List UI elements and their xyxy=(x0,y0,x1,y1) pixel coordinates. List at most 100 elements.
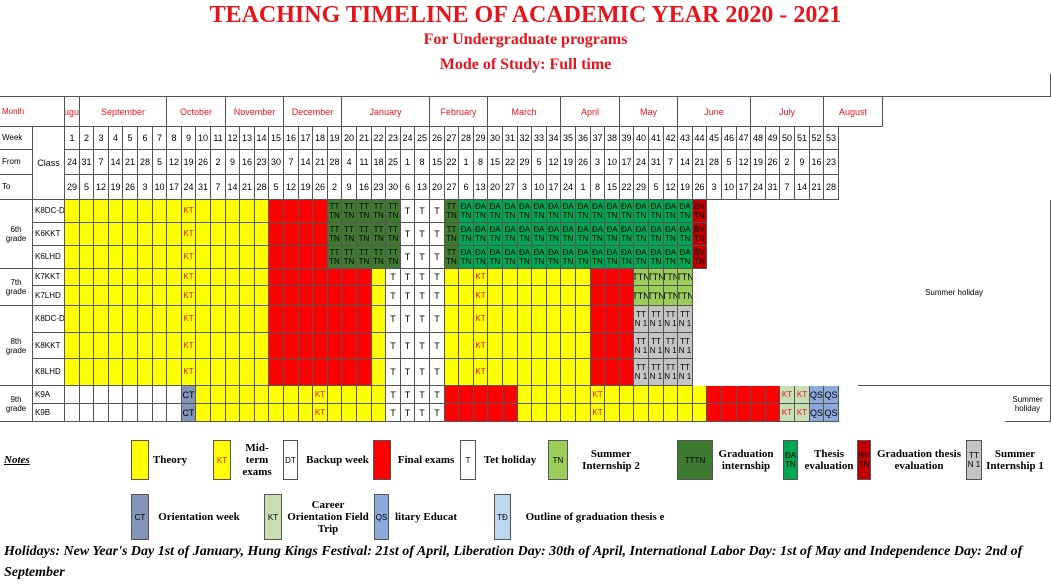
week-number: 28 xyxy=(459,127,474,150)
schedule-cell: TT N 1 xyxy=(649,306,664,333)
schedule-code: ĐA xyxy=(577,225,589,234)
legend-label: Backup week xyxy=(306,454,369,466)
week-start-day: 7 xyxy=(284,150,299,175)
schedule-cell xyxy=(123,269,138,286)
schedule-code: TN xyxy=(489,257,501,266)
legend-label: Final exams xyxy=(397,454,455,466)
month-header: August xyxy=(65,97,80,127)
schedule-cell xyxy=(138,269,153,286)
schedule-code: KT xyxy=(182,246,196,269)
schedule-cell xyxy=(459,404,474,422)
schedule-code: TN xyxy=(373,257,384,266)
schedule-cell: TT TN xyxy=(386,246,401,269)
schedule-cell: TT TN xyxy=(342,200,357,223)
schedule-code: T xyxy=(430,223,445,246)
schedule-cell xyxy=(269,269,284,286)
subtitle-mode: Mode of Study: Full time xyxy=(439,56,612,73)
schedule-code: N 1 xyxy=(634,319,648,328)
schedule-cell xyxy=(153,306,167,333)
schedule-code: KT xyxy=(474,286,488,306)
schedule-cell xyxy=(167,246,182,269)
schedule-cell xyxy=(299,246,313,269)
schedule-cell: TT N 1 xyxy=(678,306,693,333)
schedule-cell: ĐA TN xyxy=(561,246,576,269)
schedule-code: TTN xyxy=(678,286,693,306)
schedule-cell xyxy=(284,359,299,386)
week-end-day: 12 xyxy=(664,175,678,200)
schedule-cell xyxy=(591,269,605,286)
schedule-code: TTN xyxy=(634,286,649,306)
week-end-day: 14 xyxy=(795,175,810,200)
schedule-cell: TT N 1 xyxy=(664,306,678,333)
schedule-code: T xyxy=(401,386,415,404)
grade-label: 6th grade xyxy=(0,200,33,269)
schedule-code: T xyxy=(386,359,401,386)
schedule-cell xyxy=(649,386,664,404)
schedule-cell xyxy=(211,200,226,223)
schedule-cell xyxy=(459,333,474,359)
schedule-cell xyxy=(605,359,620,386)
schedule-code: TN xyxy=(460,211,472,220)
schedule-code: TN xyxy=(358,234,370,243)
week-start-day: 11 xyxy=(357,150,372,175)
schedule-cell: ĐA TN xyxy=(649,246,664,269)
schedule-cell xyxy=(153,223,167,246)
schedule-cell xyxy=(109,223,123,246)
schedule-cell xyxy=(65,404,80,422)
schedule-cell xyxy=(167,386,182,404)
schedule-code: BV xyxy=(694,202,705,211)
schedule-cell xyxy=(109,286,123,306)
week-end-day: 28 xyxy=(824,175,839,200)
schedule-cell xyxy=(109,269,123,286)
schedule-cell xyxy=(80,246,94,269)
schedule-cell xyxy=(167,333,182,359)
month-header: October xyxy=(167,97,226,127)
schedule-code: TT xyxy=(329,248,340,257)
week-start-day: 19 xyxy=(751,150,766,175)
schedule-cell: ĐA TN xyxy=(664,223,678,246)
schedule-cell xyxy=(620,286,634,306)
schedule-cell xyxy=(532,306,547,333)
week-end-day: 5 xyxy=(269,175,284,200)
schedule-cell xyxy=(196,333,211,359)
week-number: 23 xyxy=(386,127,401,150)
week-end-day: 10 xyxy=(153,175,167,200)
schedule-code: T xyxy=(401,404,415,422)
schedule-cell xyxy=(620,333,634,359)
schedule-cell xyxy=(313,200,328,223)
schedule-code: KT xyxy=(313,404,328,422)
schedule-code: N 1 xyxy=(649,372,663,381)
schedule-cell: ĐA TN xyxy=(605,200,620,223)
schedule-code: TTN xyxy=(678,269,693,286)
week-end-day: 15 xyxy=(605,175,620,200)
summer-holiday-9th: Summer holiday xyxy=(1005,386,1051,422)
schedule-cell xyxy=(94,200,109,223)
schedule-cell xyxy=(153,269,167,286)
week-end-day: 2 xyxy=(328,175,342,200)
schedule-cell xyxy=(532,269,547,286)
schedule-cell xyxy=(576,359,591,386)
schedule-cell: ĐA TN xyxy=(576,223,591,246)
schedule-cell xyxy=(299,286,313,306)
schedule-code: ĐA xyxy=(474,202,487,211)
schedule-cell: ĐA TN xyxy=(547,200,561,223)
week-start-day: 14 xyxy=(109,150,123,175)
schedule-cell xyxy=(313,246,328,269)
legend-swatch: CT xyxy=(131,494,149,540)
schedule-code: ĐA xyxy=(635,225,647,234)
schedule-cell xyxy=(94,404,109,422)
schedule-cell xyxy=(328,386,342,404)
to-label: To xyxy=(0,175,33,200)
week-number: 53 xyxy=(824,127,839,150)
schedule-cell xyxy=(269,333,284,359)
schedule-cell xyxy=(123,246,138,269)
schedule-code: T xyxy=(430,269,445,286)
month-header: November xyxy=(226,97,284,127)
month-header: February xyxy=(430,97,488,127)
schedule-cell: ĐA TN xyxy=(634,200,649,223)
schedule-cell xyxy=(240,359,255,386)
notes-title: Notes xyxy=(4,454,30,466)
schedule-cell xyxy=(664,386,678,404)
schedule-cell xyxy=(445,404,459,422)
schedule-code: TT xyxy=(636,336,646,346)
